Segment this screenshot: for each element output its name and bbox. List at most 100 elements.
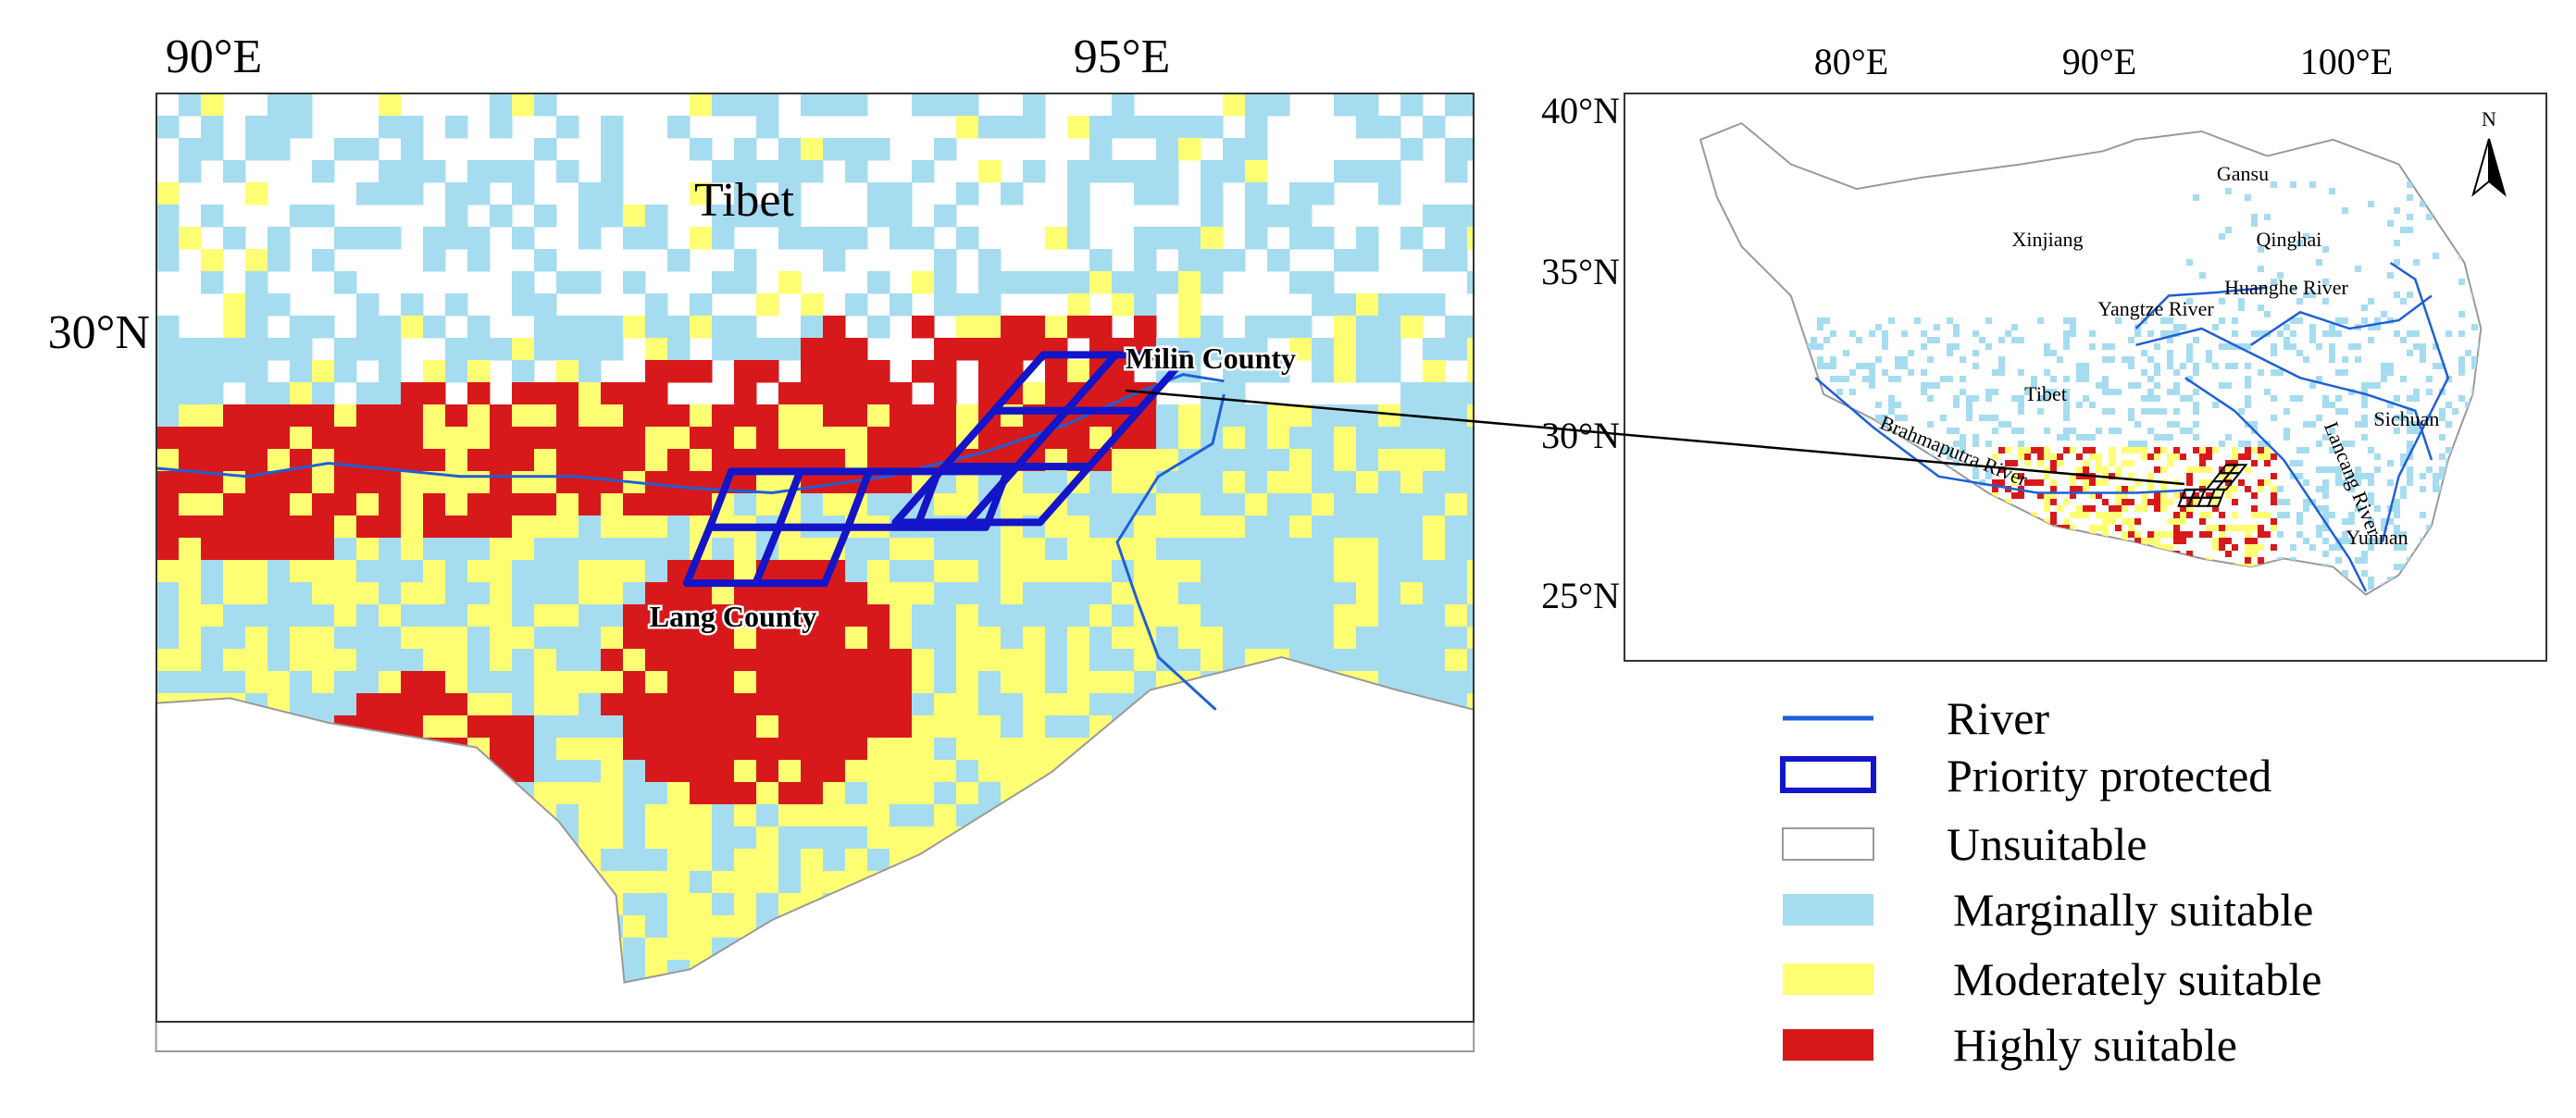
raster-cell <box>2044 473 2050 479</box>
raster-cell <box>1356 93 1379 117</box>
raster-cell <box>2070 428 2076 434</box>
raster-cell <box>1467 560 1474 583</box>
raster-cell <box>1445 649 1468 672</box>
raster-cell <box>912 93 935 117</box>
raster-cell <box>801 627 824 650</box>
raster-cell <box>245 427 268 450</box>
raster-cell <box>2329 324 2335 330</box>
raster-cell <box>2005 447 2011 453</box>
raster-cell <box>467 182 491 205</box>
raster-cell <box>1289 316 1313 339</box>
raster-cell <box>512 227 535 250</box>
raster-cell <box>312 671 335 694</box>
raster-cell <box>2089 505 2096 512</box>
raster-cell <box>2044 492 2050 499</box>
raster-cell <box>734 715 757 739</box>
raster-cell <box>2355 356 2361 363</box>
raster-cell <box>1998 356 2005 363</box>
raster-cell <box>934 782 957 805</box>
raster-cell <box>2219 525 2225 531</box>
raster-cell <box>1445 249 1468 272</box>
raster-cell <box>2122 447 2128 453</box>
raster-cell <box>2011 428 2018 434</box>
raster-cell <box>601 160 624 183</box>
raster-cell <box>1001 627 1024 650</box>
raster-cell <box>1953 330 1960 337</box>
raster-cell <box>312 249 335 272</box>
raster-cell <box>423 649 446 672</box>
raster-cell <box>1156 538 1179 561</box>
raster-cell <box>1267 516 1290 539</box>
raster-cell <box>2296 298 2303 304</box>
raster-cell <box>2011 473 2018 479</box>
raster-cell <box>2271 492 2277 499</box>
raster-cell <box>690 849 713 872</box>
raster-cell <box>2160 466 2167 473</box>
raster-cell <box>2238 479 2245 486</box>
lat-label: 35°N <box>1541 251 1620 292</box>
raster-cell <box>2407 428 2413 434</box>
raster-cell <box>2024 479 2031 486</box>
raster-cell <box>2180 363 2186 369</box>
raster-cell <box>2109 356 2115 363</box>
raster-cell <box>623 382 646 405</box>
raster-cell <box>556 160 579 183</box>
raster-cell <box>334 271 357 294</box>
raster-cell <box>2245 557 2251 564</box>
raster-cell <box>1067 360 1090 383</box>
raster-cell <box>1289 604 1313 627</box>
raster-cell <box>978 604 1002 627</box>
raster-cell <box>1823 337 1830 343</box>
raster-cell <box>467 249 491 272</box>
raster-cell <box>512 627 535 650</box>
raster-cell <box>1849 389 1856 395</box>
raster-cell <box>2096 466 2102 473</box>
raster-cell <box>2225 343 2232 350</box>
raster-cell <box>645 804 668 827</box>
raster-cell <box>2322 395 2329 402</box>
raster-cell <box>401 649 424 672</box>
raster-cell <box>312 582 335 605</box>
raster-cell <box>2387 369 2394 376</box>
raster-cell <box>2381 369 2387 376</box>
raster-cell <box>1245 116 1268 139</box>
place-label: Huanghe River <box>2224 276 2348 299</box>
raster-cell <box>867 138 890 161</box>
raster-cell <box>2005 499 2011 505</box>
raster-cell <box>956 604 979 627</box>
raster-cell <box>2044 395 2050 402</box>
raster-cell <box>2271 369 2277 376</box>
raster-cell <box>1843 376 1849 382</box>
raster-cell <box>2322 525 2329 531</box>
raster-cell <box>423 249 446 272</box>
raster-cell <box>712 160 735 183</box>
raster-cell <box>1201 427 1224 450</box>
raster-cell <box>2232 343 2238 350</box>
raster-cell <box>978 738 1002 761</box>
raster-cell <box>1001 538 1024 561</box>
raster-cell <box>1045 671 1068 694</box>
raster-cell <box>534 760 557 783</box>
raster-cell <box>690 493 713 516</box>
raster-cell <box>1289 205 1313 228</box>
raster-cell <box>2329 447 2335 453</box>
raster-cell <box>467 338 491 361</box>
raster-cell <box>2458 311 2465 317</box>
raster-cell <box>268 449 291 472</box>
lon-label: 80°E <box>1814 41 1888 82</box>
raster-cell <box>2245 544 2251 551</box>
raster-cell <box>1467 449 1474 472</box>
raster-cell <box>445 604 468 627</box>
raster-cell <box>934 249 957 272</box>
raster-cell <box>1267 582 1290 605</box>
raster-cell <box>423 449 446 472</box>
raster-cell <box>312 382 335 405</box>
raster-cell <box>2329 402 2335 408</box>
raster-cell <box>1445 627 1468 650</box>
raster-cell <box>2141 505 2147 512</box>
raster-cell <box>645 760 668 783</box>
raster-cell <box>1156 649 1179 672</box>
raster-cell <box>2199 518 2206 525</box>
place-label: Yangtze River <box>2097 297 2214 320</box>
raster-cell <box>445 715 468 739</box>
